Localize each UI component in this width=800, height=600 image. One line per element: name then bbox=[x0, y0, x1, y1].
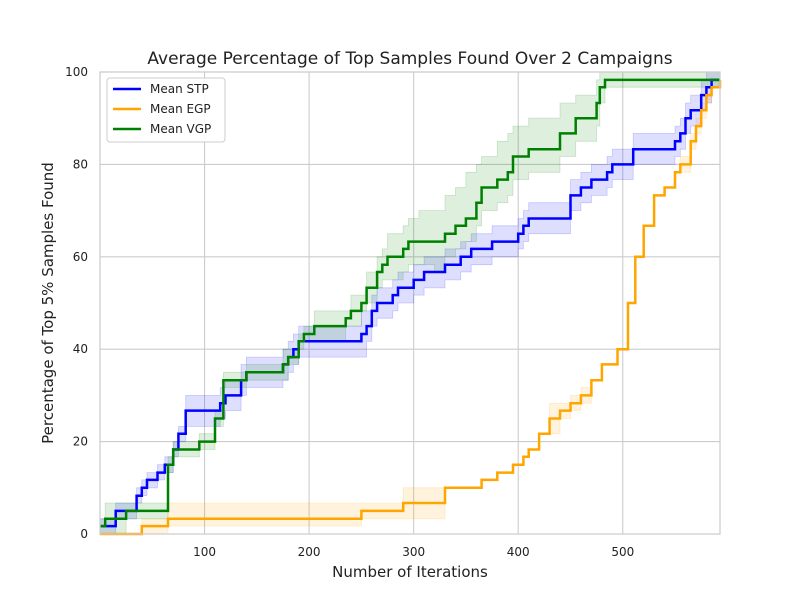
x-tick-label: 200 bbox=[298, 545, 321, 559]
plot-frame bbox=[99, 71, 721, 535]
x-tick-label: 300 bbox=[402, 545, 425, 559]
legend-box bbox=[106, 77, 226, 143]
y-tick-label: 60 bbox=[73, 250, 88, 264]
legend-label-egp: Mean EGP bbox=[150, 102, 211, 116]
series-lines bbox=[100, 78, 722, 536]
legend-label-vgp: Mean VGP bbox=[150, 122, 211, 136]
y-tick-label: 80 bbox=[73, 157, 88, 171]
y-tick-labels: 0 20 40 60 80 100 bbox=[65, 65, 88, 541]
x-tick-label: 400 bbox=[507, 545, 530, 559]
legend-label-stp: Mean STP bbox=[150, 82, 209, 96]
y-tick-label: 40 bbox=[73, 342, 88, 356]
chart-title: Average Percentage of Top Samples Found … bbox=[147, 49, 672, 69]
x-tick-labels: 100 200 300 400 500 bbox=[193, 545, 634, 559]
y-tick-label: 100 bbox=[65, 65, 88, 79]
plot-background bbox=[100, 72, 720, 534]
x-tick-label: 500 bbox=[611, 545, 634, 559]
x-tick-label: 100 bbox=[193, 545, 216, 559]
line-mean-egp bbox=[100, 79, 722, 536]
y-tick-label: 20 bbox=[73, 435, 88, 449]
x-axis-label: Number of Iterations bbox=[332, 563, 488, 581]
line-mean-vgp bbox=[100, 78, 720, 528]
legend: Mean STP Mean EGP Mean VGP bbox=[106, 77, 226, 143]
y-tick-label: 0 bbox=[80, 527, 88, 541]
y-axis-label: Percentage of Top 5% Samples Found bbox=[39, 162, 57, 444]
